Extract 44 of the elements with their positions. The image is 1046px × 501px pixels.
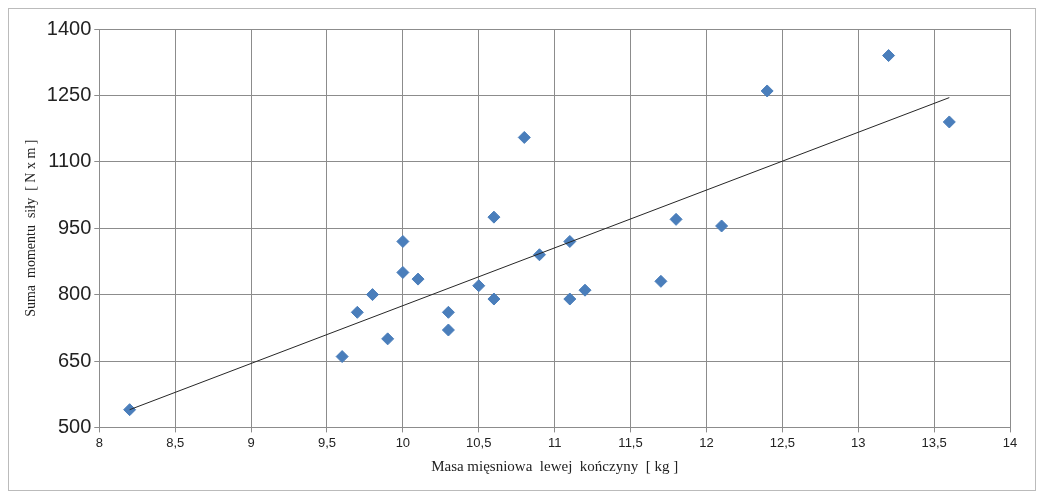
x-tick-label: 8: [95, 434, 103, 450]
y-tick-label: 800: [57, 282, 92, 305]
x-tick-label: 13: [850, 434, 866, 450]
x-tick-label: 14: [1002, 434, 1018, 450]
point: [882, 49, 896, 63]
point: [669, 212, 683, 226]
point: [487, 210, 501, 224]
point: [335, 350, 349, 364]
point: [487, 292, 501, 306]
point: [517, 130, 531, 144]
x-tick-label: 10: [395, 434, 411, 450]
point: [396, 265, 410, 279]
y-tick-label: 1100: [48, 149, 92, 172]
point: [563, 292, 577, 306]
point: [411, 272, 425, 286]
x-axis-title: Masa mięsniowa lewej kończyny [ kg ]: [431, 457, 679, 474]
point: [654, 274, 668, 288]
y-tick-label: 1250: [46, 82, 92, 105]
point: [441, 305, 455, 319]
point: [396, 234, 410, 248]
x-tick-label: 10,5: [466, 434, 492, 450]
y-tick-label: 650: [57, 348, 92, 371]
point: [942, 115, 956, 129]
x-tick-label: 11,5: [618, 434, 643, 450]
point: [578, 283, 592, 297]
point: [715, 219, 729, 233]
x-tick-label: 9,5: [317, 434, 337, 450]
point: [760, 84, 774, 98]
y-tick-label: 500: [57, 414, 92, 437]
x-tick-label: 13,5: [921, 434, 947, 450]
y-tick-label: 950: [57, 215, 92, 238]
point: [123, 403, 137, 417]
point: [441, 323, 455, 337]
x-tick-label: 12: [699, 434, 714, 450]
x-tick-label: 9: [247, 434, 255, 450]
x-tick-label: 11: [547, 434, 562, 450]
y-tick-label: 1400: [46, 16, 92, 39]
y-axis-title: Suma momentu siły [ N x m ]: [23, 139, 39, 317]
point: [381, 332, 395, 346]
point: [472, 279, 486, 293]
point: [350, 305, 364, 319]
x-tick-label: 8,5: [166, 434, 185, 450]
point: [366, 288, 380, 302]
x-tick-label: 12,5: [769, 434, 795, 450]
